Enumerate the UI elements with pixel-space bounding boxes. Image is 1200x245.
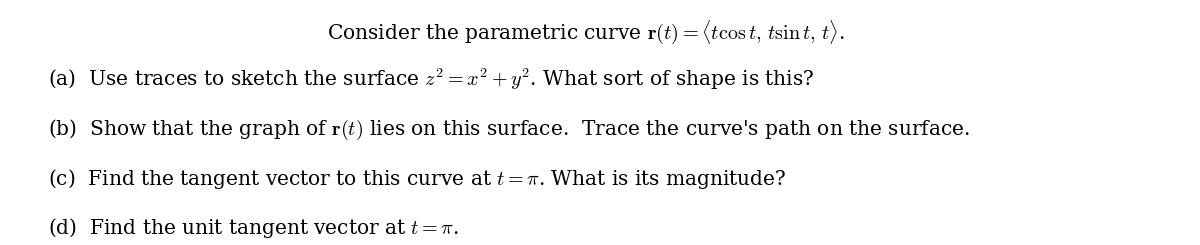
Text: (a)  Use traces to sketch the surface $z^2 = x^2 + y^2$. What sort of shape is t: (a) Use traces to sketch the surface $z^… [48, 67, 815, 92]
Text: (c)  Find the tangent vector to this curve at $t = \pi$. What is its magnitude?: (c) Find the tangent vector to this curv… [48, 167, 786, 191]
Text: (d)  Find the unit tangent vector at $t = \pi$.: (d) Find the unit tangent vector at $t =… [48, 216, 458, 240]
Text: Consider the parametric curve $\mathbf{r}(t) = \langle t\cos t,\, t\sin t,\, t\r: Consider the parametric curve $\mathbf{r… [326, 18, 845, 46]
Text: (b)  Show that the graph of $\mathbf{r}(t)$ lies on this surface.  Trace the cur: (b) Show that the graph of $\mathbf{r}(t… [48, 118, 970, 142]
